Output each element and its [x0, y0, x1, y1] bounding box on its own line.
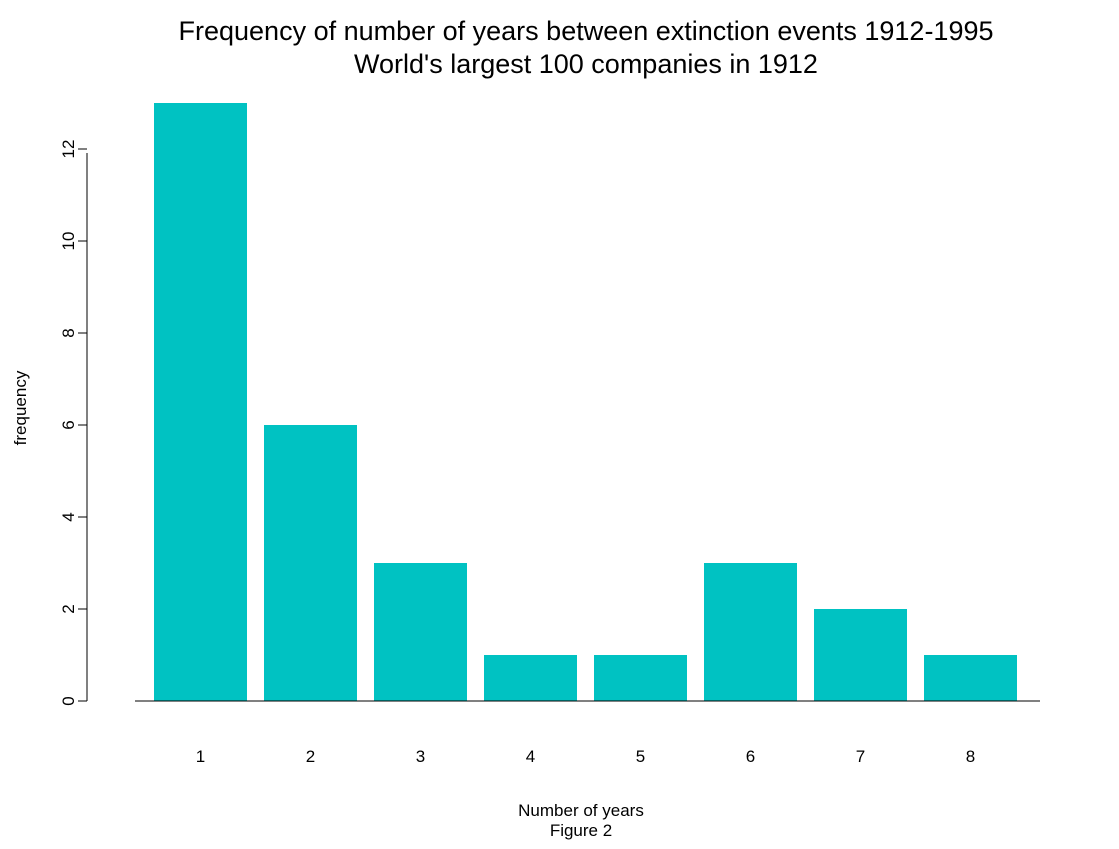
x-tick-label-4: 4 [526, 747, 535, 766]
bar-1 [154, 103, 247, 701]
bar-2 [264, 425, 357, 701]
bars-group [154, 103, 1017, 701]
y-tick-label-10: 10 [59, 232, 78, 251]
x-axis-label: Number of years [518, 801, 644, 820]
bar-5 [594, 655, 687, 701]
bar-4 [484, 655, 577, 701]
chart-title: Frequency of number of years between ext… [179, 16, 994, 46]
bar-3 [374, 563, 467, 701]
x-tick-label-1: 1 [196, 747, 205, 766]
x-labels-group: 1 2 3 4 5 6 7 8 [196, 747, 975, 766]
y-ticks-group: 0 2 4 6 8 10 12 [59, 140, 87, 706]
x-tick-label-7: 7 [856, 747, 865, 766]
figure-caption: Figure 2 [550, 821, 612, 840]
x-tick-label-3: 3 [416, 747, 425, 766]
x-tick-label-2: 2 [306, 747, 315, 766]
chart-subtitle: World's largest 100 companies in 1912 [354, 49, 818, 79]
y-tick-label-4: 4 [59, 512, 78, 521]
x-tick-label-6: 6 [746, 747, 755, 766]
bar-7 [814, 609, 907, 701]
y-axis-label: frequency [11, 370, 30, 445]
y-tick-label-0: 0 [59, 696, 78, 705]
x-tick-label-8: 8 [966, 747, 975, 766]
bar-6 [704, 563, 797, 701]
y-tick-label-8: 8 [59, 328, 78, 337]
y-tick-label-6: 6 [59, 420, 78, 429]
y-tick-label-2: 2 [59, 604, 78, 613]
x-tick-label-5: 5 [636, 747, 645, 766]
y-tick-label-12: 12 [59, 140, 78, 159]
bar-8 [924, 655, 1017, 701]
